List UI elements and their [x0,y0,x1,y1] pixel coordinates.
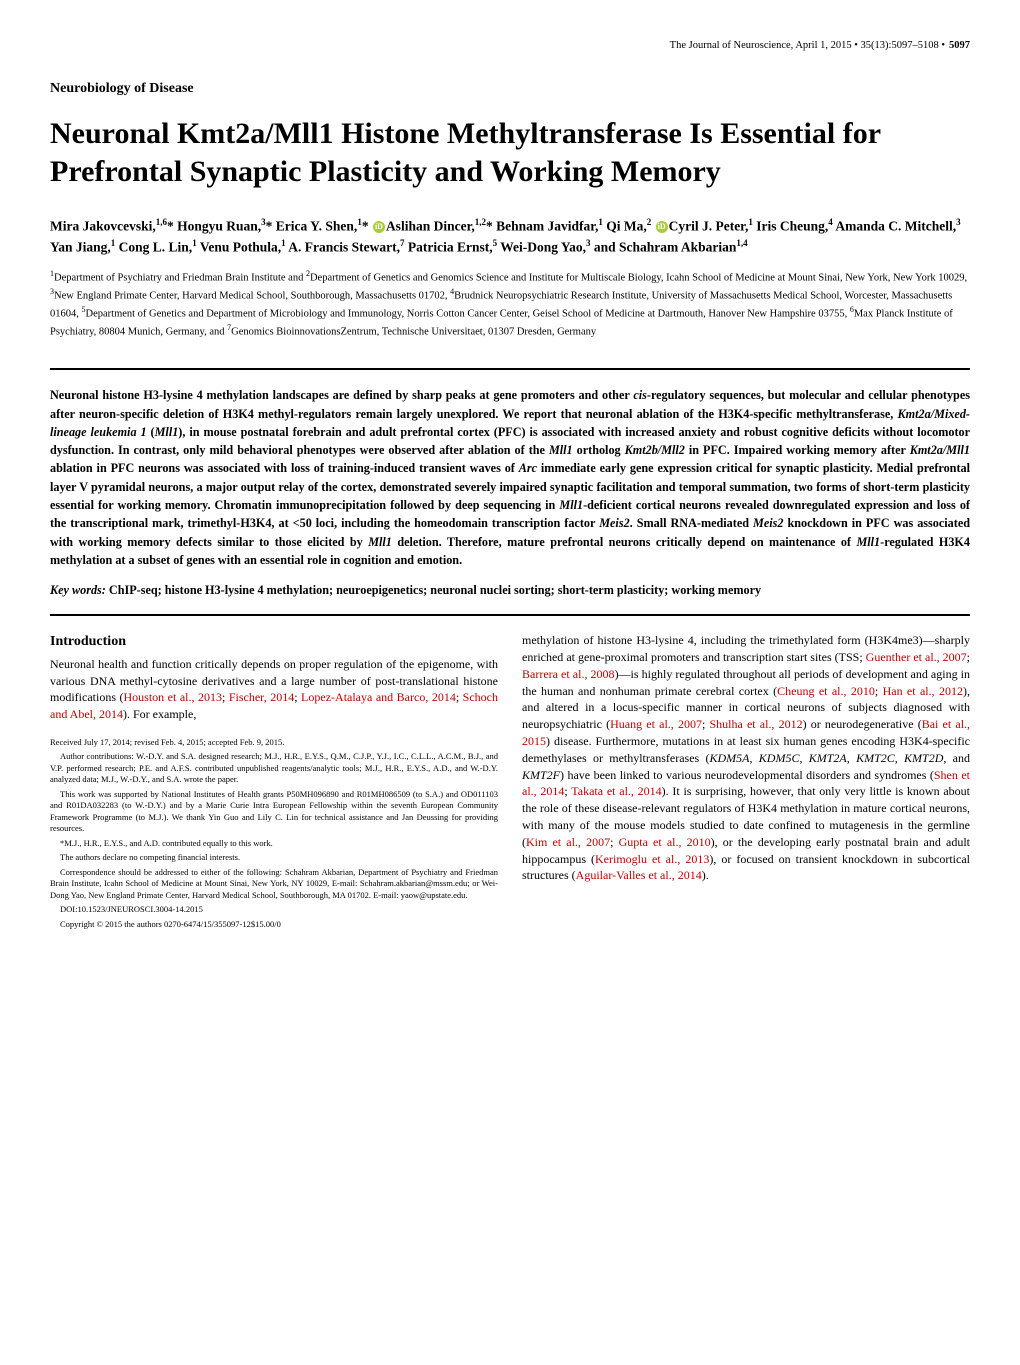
column-right: methylation of histone H3-lysine 4, incl… [522,632,970,933]
keywords-text: ChIP-seq; histone H3-lysine 4 methylatio… [106,583,761,597]
abstract: Neuronal histone H3-lysine 4 methylation… [50,386,970,569]
footnote-funding: This work was supported by National Inst… [50,789,498,835]
divider-top [50,368,970,370]
running-header: The Journal of Neuroscience, April 1, 20… [50,40,970,51]
footnote-received: Received July 17, 2014; revised Feb. 4, … [50,737,498,748]
footnote-equal: *M.J., H.R., E.Y.S., and A.D. contribute… [50,838,498,849]
intro-paragraph-right: methylation of histone H3-lysine 4, incl… [522,632,970,884]
column-left: Introduction Neuronal health and functio… [50,632,498,933]
footnote-doi: DOI:10.1523/JNEUROSCI.3004-14.2015 [50,904,498,915]
footnote-coi: The authors declare no competing financi… [50,852,498,863]
article-title: Neuronal Kmt2a/Mll1 Histone Methyltransf… [50,115,970,190]
footnote-contributions: Author contributions: W.-D.Y. and S.A. d… [50,751,498,785]
keywords: Key words: ChIP-seq; histone H3-lysine 4… [50,583,970,598]
header-journal: The Journal of Neuroscience, April 1, 20… [670,40,945,51]
body-columns: Introduction Neuronal health and functio… [50,632,970,933]
orcid-icon [656,221,668,233]
footnote-copyright: Copyright © 2015 the authors 0270-6474/1… [50,919,498,930]
section-label: Neurobiology of Disease [50,81,970,97]
introduction-heading: Introduction [50,632,498,652]
divider-bottom [50,614,970,616]
orcid-icon [373,221,385,233]
header-page-number: 5097 [949,40,970,51]
intro-paragraph-left: Neuronal health and function critically … [50,656,498,723]
footnotes: Received July 17, 2014; revised Feb. 4, … [50,737,498,930]
author-list: Mira Jakovcevski,1,6* Hongyu Ruan,3* Eri… [50,216,970,258]
affiliations: 1Department of Psychiatry and Friedman B… [50,268,970,341]
footnote-correspondence: Correspondence should be addressed to ei… [50,867,498,901]
keywords-label: Key words: [50,583,106,597]
